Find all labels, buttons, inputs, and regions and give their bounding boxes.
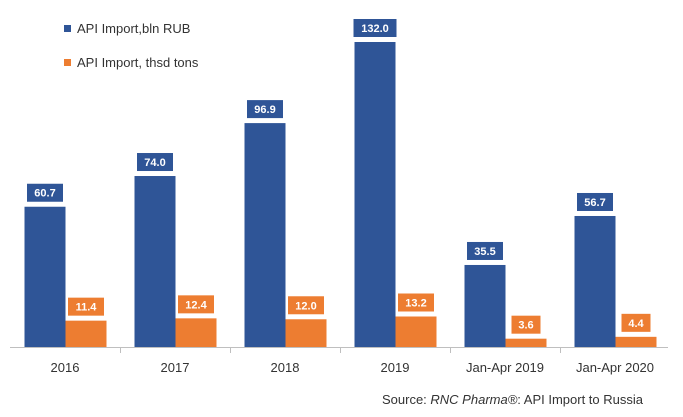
bar-rub-2 — [244, 123, 286, 348]
legend-item-tons: API Import, thsd tons — [64, 52, 198, 72]
source-suffix: : API Import to Russia — [517, 392, 643, 407]
data-label-tons-4: 3.6 — [518, 320, 533, 332]
bar-rub-1 — [134, 176, 176, 347]
data-label-tons-3: 13.2 — [405, 298, 426, 310]
x-tick-label-4: Jan-Apr 2019 — [466, 360, 544, 375]
data-label-tons-5: 4.4 — [628, 318, 644, 330]
bar-rub-0 — [24, 206, 66, 347]
data-label-box-tons-5 — [621, 313, 651, 332]
x-tick-label-0: 2016 — [51, 360, 80, 375]
legend-swatch-tons — [64, 58, 71, 66]
legend-swatch-rub — [64, 24, 71, 32]
data-label-tons-2: 12.0 — [295, 300, 316, 312]
bar-rub-5 — [574, 215, 616, 347]
data-label-box-tons-4 — [511, 315, 541, 334]
legend: API Import,bln RUB API Import, thsd tons — [64, 18, 198, 86]
data-label-box-tons-0 — [68, 297, 104, 316]
x-tick-label-5: Jan-Apr 2020 — [576, 360, 654, 375]
source-prefix: Source: — [381, 392, 431, 407]
data-label-rub-3: 132.0 — [361, 23, 389, 35]
data-label-rub-2: 96.9 — [254, 104, 275, 116]
x-tick-label-1: 2017 — [161, 360, 190, 375]
data-label-tons-0: 11.4 — [76, 302, 98, 314]
data-label-rub-1: 74.0 — [144, 157, 165, 169]
bar-tons-5 — [615, 336, 657, 347]
data-label-box-rub-4 — [467, 241, 503, 260]
bar-tons-4 — [505, 338, 547, 347]
data-label-box-rub-2 — [247, 100, 283, 119]
data-label-box-rub-1 — [137, 153, 173, 172]
bar-tons-3 — [395, 316, 437, 347]
data-label-rub-4: 35.5 — [474, 246, 495, 258]
legend-item-rub: API Import,bln RUB — [64, 18, 198, 38]
data-label-box-rub-0 — [27, 183, 63, 202]
data-label-box-tons-3 — [398, 293, 434, 312]
bar-tons-1 — [175, 318, 217, 347]
data-label-rub-5: 56.7 — [584, 197, 605, 209]
data-label-box-tons-2 — [288, 296, 324, 315]
legend-label-tons: API Import, thsd tons — [77, 54, 199, 70]
data-label-box-rub-5 — [577, 192, 613, 211]
data-label-box-rub-3 — [353, 19, 397, 37]
bar-tons-2 — [285, 319, 327, 347]
data-label-tons-1: 12.4 — [185, 299, 207, 311]
x-tick-label-2: 2018 — [271, 360, 300, 375]
data-label-rub-0: 60.7 — [34, 188, 55, 200]
data-label-box-tons-1 — [178, 295, 214, 314]
bar-rub-4 — [464, 264, 506, 347]
bar-tons-0 — [65, 320, 107, 347]
source-note: Source: RNC Pharma®: API Import to Russi… — [382, 392, 643, 407]
bar-rub-3 — [354, 42, 396, 347]
x-tick-label-3: 2019 — [381, 360, 410, 375]
source-brand: RNC Pharma® — [430, 392, 518, 407]
legend-label-rub: API Import,bln RUB — [77, 20, 191, 36]
